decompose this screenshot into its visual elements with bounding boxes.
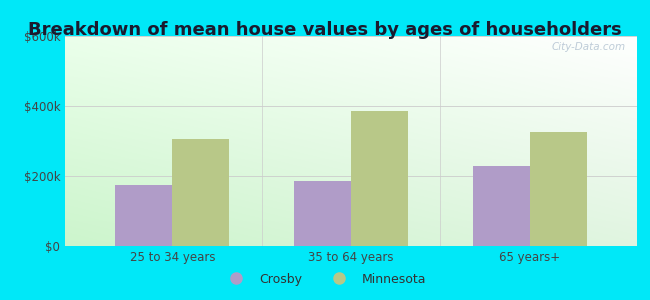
Bar bbox=[530, 132, 587, 246]
Bar bbox=[172, 139, 229, 246]
Bar bbox=[473, 166, 530, 246]
Bar bbox=[115, 185, 172, 246]
Text: City-Data.com: City-Data.com bbox=[551, 42, 625, 52]
Legend: Crosby, Minnesota: Crosby, Minnesota bbox=[219, 268, 431, 291]
Text: Breakdown of mean house values by ages of householders: Breakdown of mean house values by ages o… bbox=[28, 21, 622, 39]
Bar bbox=[351, 111, 408, 246]
Bar bbox=[294, 181, 351, 246]
